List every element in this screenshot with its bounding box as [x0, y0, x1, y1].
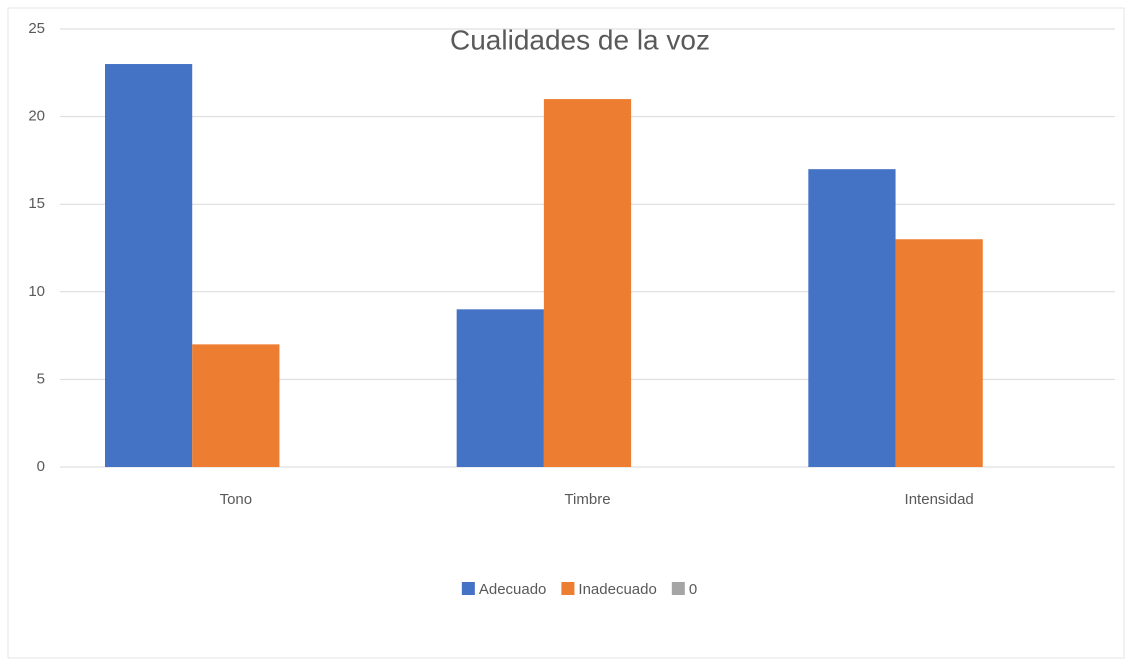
y-tick-label: 10 [28, 283, 45, 300]
legend-swatch [671, 582, 685, 595]
x-tick-label: Timbre [564, 491, 610, 508]
chart-title: Cualidades de la voz [450, 24, 710, 55]
x-tick-label: Intensidad [905, 491, 974, 508]
legend-label: 0 [689, 581, 697, 598]
y-tick-label: 25 [28, 20, 45, 37]
legend-label: Inadecuado [578, 581, 656, 598]
bar [808, 169, 896, 467]
bar [456, 309, 544, 467]
bar [895, 239, 983, 467]
bar [543, 99, 632, 467]
legend-label: Adecuado [479, 581, 547, 598]
y-tick-label: 5 [37, 370, 45, 387]
y-tick-label: 0 [37, 458, 45, 475]
x-tick-label: Tono [220, 491, 253, 508]
y-tick-label: 20 [28, 108, 45, 125]
y-tick-label: 15 [28, 195, 45, 212]
bar [192, 344, 280, 467]
bar [105, 64, 193, 467]
legend-swatch [561, 582, 575, 595]
legend-swatch [461, 582, 475, 595]
